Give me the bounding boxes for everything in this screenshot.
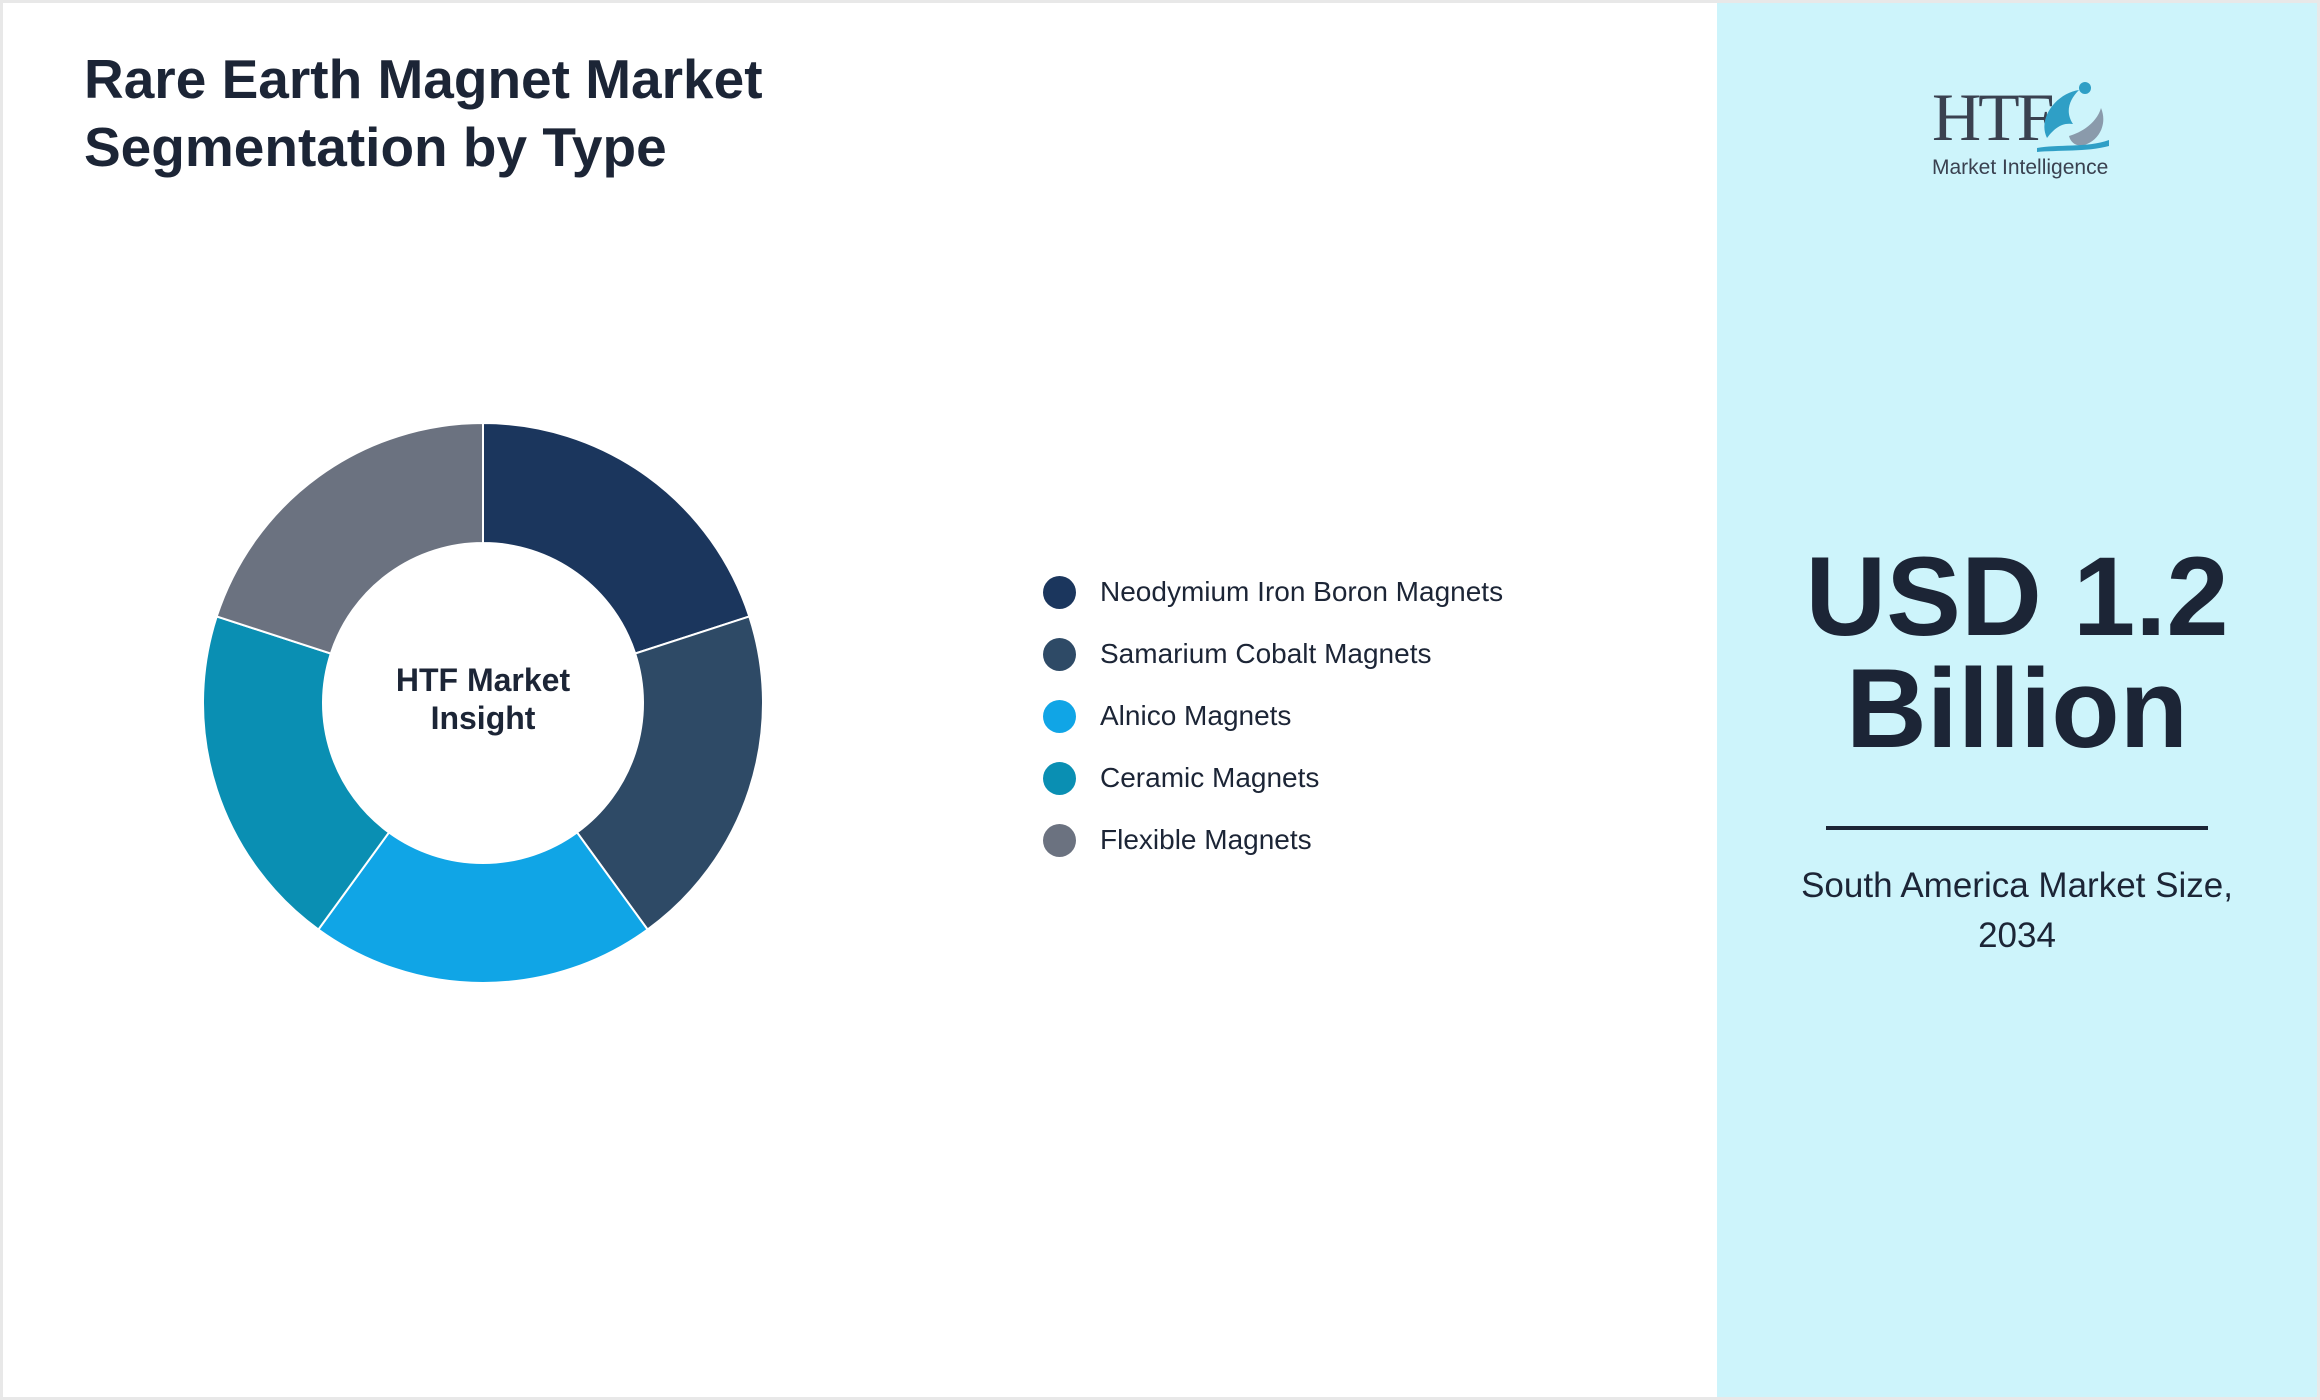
donut-slice-5 [215, 421, 484, 655]
donut-center-label-line-2: Insight [431, 700, 536, 736]
donut-center-label-line-1: HTF Market [396, 662, 571, 698]
legend-item: Neodymium Iron Boron Magnets [1043, 561, 1663, 623]
market-size-value-line-1: USD 1.2 [1805, 534, 2229, 659]
legend-swatch [1043, 637, 1076, 671]
market-size-caption: South America Market Size, 2034 [1777, 861, 2257, 961]
logo-tagline: Market Intelligence [1932, 156, 2109, 179]
legend-label: Flexible Magnets [1100, 824, 1312, 855]
legend-item: Ceramic Magnets [1043, 747, 1663, 809]
donut-slice-2 [575, 615, 764, 931]
legend-label: Alnico Magnets [1100, 700, 1292, 731]
htf-logo: HTF Market Intelligence [1922, 78, 2112, 188]
donut-slice-1 [482, 421, 751, 655]
donut-chart: HTF Market Insight [202, 421, 764, 985]
legend-swatch [1043, 761, 1076, 795]
logo-swoosh-icon [2037, 82, 2109, 152]
market-size-panel: HTF Market Intelligence USD 1.2 Billion … [1717, 3, 2317, 1397]
market-size-value-line-2: Billion [1845, 646, 2189, 771]
legend-swatch [1043, 699, 1076, 733]
market-size-caption-line-2: 2034 [1978, 916, 2056, 955]
legend-item: Samarium Cobalt Magnets [1043, 623, 1663, 685]
logo-wordmark: HTF [1932, 79, 2054, 155]
chart-legend: Neodymium Iron Boron Magnets Samarium Cob… [1043, 561, 1663, 871]
legend-item: Flexible Magnets [1043, 809, 1663, 871]
market-size-value: USD 1.2 Billion [1717, 541, 2317, 765]
legend-label: Samarium Cobalt Magnets [1100, 638, 1432, 669]
donut-slice-3 [317, 831, 649, 985]
legend-label: Neodymium Iron Boron Magnets [1100, 576, 1504, 607]
legend-label: Ceramic Magnets [1100, 762, 1320, 793]
panel-divider [1826, 826, 2208, 830]
legend-item: Alnico Magnets [1043, 685, 1663, 747]
legend-swatch [1043, 823, 1076, 857]
page-title: Rare Earth Magnet Market Segmentation by… [84, 45, 984, 181]
donut-slice-4 [202, 615, 391, 931]
title-line-1: Rare Earth Magnet Market [84, 48, 763, 110]
title-line-2: Segmentation by Type [84, 116, 667, 178]
infographic-frame: Rare Earth Magnet Market Segmentation by… [3, 3, 2317, 1397]
market-size-caption-line-1: South America Market Size, [1801, 866, 2233, 905]
legend-swatch [1043, 575, 1076, 609]
